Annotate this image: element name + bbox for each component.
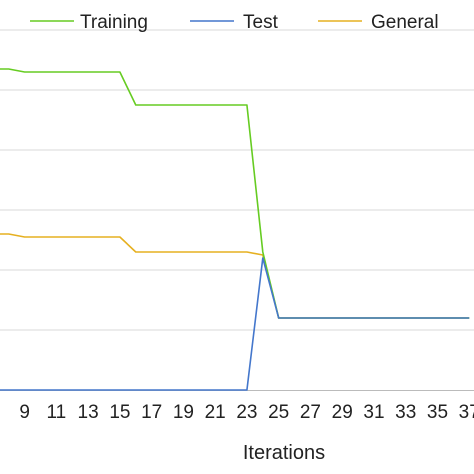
legend-label-training: Training bbox=[80, 12, 148, 33]
x-tick-label-13: 13 bbox=[78, 402, 99, 423]
x-tick-label-11: 11 bbox=[47, 402, 67, 423]
series-lines bbox=[0, 68, 470, 391]
series-line-test bbox=[0, 257, 470, 391]
x-tick-label-35: 35 bbox=[427, 402, 448, 423]
x-tick-label-33: 33 bbox=[395, 402, 416, 423]
legend-label-test: Test bbox=[243, 12, 279, 33]
x-tick-label-31: 31 bbox=[363, 402, 384, 423]
gridlines bbox=[0, 29, 474, 331]
x-tick-label-15: 15 bbox=[109, 402, 130, 423]
x-axis-title: Iterations bbox=[243, 442, 325, 464]
x-tick-label-27: 27 bbox=[300, 402, 321, 423]
x-axis-tick-labels: 9 11 13 15 17 19 21 23 25 27 29 31 33 35 37 bbox=[19, 402, 474, 423]
series-points-general bbox=[0, 233, 470, 319]
x-tick-label-29: 29 bbox=[332, 402, 353, 423]
legend: Training Test General bbox=[30, 12, 439, 33]
series-line-general bbox=[0, 233, 470, 319]
legend-label-general: General bbox=[371, 12, 439, 33]
x-tick-label-21: 21 bbox=[205, 402, 226, 423]
x-tick-label-17: 17 bbox=[141, 402, 162, 423]
series-line-training bbox=[0, 68, 470, 319]
series-points-test bbox=[0, 257, 470, 391]
x-tick-label-25: 25 bbox=[268, 402, 289, 423]
x-tick-label-37: 37 bbox=[459, 402, 474, 423]
x-tick-label-23: 23 bbox=[236, 402, 257, 423]
x-tick-label-19: 19 bbox=[173, 402, 194, 423]
x-tick-label-9: 9 bbox=[19, 402, 30, 423]
